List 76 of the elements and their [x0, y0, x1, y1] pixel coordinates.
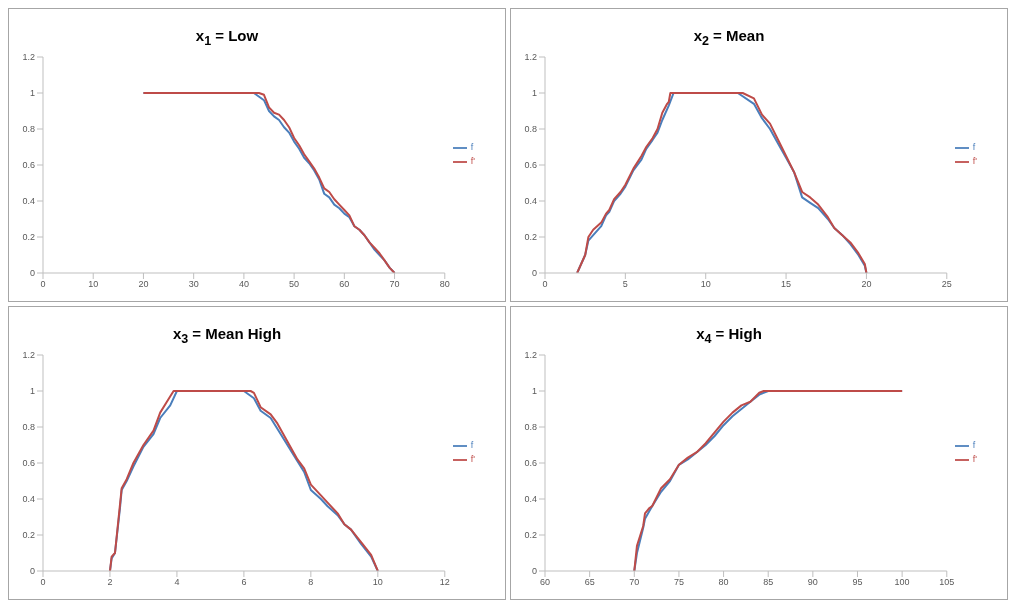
y-tick-label: 1.2	[524, 350, 537, 361]
y-tick-label: 0.2	[524, 232, 537, 243]
x-tick-label: 2	[107, 577, 113, 588]
y-tick-label: 0.4	[22, 494, 35, 505]
x-tick-label: 75	[673, 577, 684, 588]
x-tick-label: 10	[700, 279, 711, 290]
x-tick-label: 65	[584, 577, 595, 588]
y-tick-label: 0.6	[524, 160, 537, 171]
x-tick-label: 0	[40, 577, 46, 588]
x-tick-label: 30	[188, 279, 199, 290]
x-tick-label: 60	[539, 577, 551, 588]
x-tick-label: 6	[241, 577, 247, 588]
x-tick-label: 12	[439, 577, 450, 588]
x-tick-label: 20	[138, 279, 149, 290]
legend-label: f	[470, 440, 474, 451]
chart-title: x$_{3}$ = Mean High	[171, 325, 283, 346]
x-tick-label: 20	[861, 279, 872, 290]
x-tick-label: 85	[763, 577, 774, 588]
legend-label: f	[972, 142, 976, 153]
y-tick-label: 0	[29, 268, 35, 279]
y-tick-label: 1	[29, 88, 35, 99]
x-tick-label: 40	[238, 279, 249, 290]
line-series	[142, 92, 396, 273]
legend-label: f'	[470, 454, 475, 465]
x-tick-label: 0	[40, 279, 46, 290]
legend-label: f'	[470, 156, 475, 167]
x-tick-label: 5	[622, 279, 628, 290]
x-tick-label: 95	[852, 577, 863, 588]
x-tick-label: 25	[941, 279, 952, 290]
y-tick-label: 0.4	[22, 196, 35, 207]
y-tick-label: 0.6	[524, 458, 537, 469]
line-series	[633, 390, 904, 571]
x-tick-label: 50	[289, 279, 300, 290]
x-tick-label: 80	[439, 279, 450, 290]
x-tick-label: 4	[174, 577, 180, 588]
x-tick-label: 10	[88, 279, 99, 290]
chart-title: x$_{4}$ = High	[695, 325, 763, 346]
x-tick-label: 8	[308, 577, 314, 588]
y-tick-label: 1	[531, 88, 537, 99]
line-series	[576, 92, 868, 273]
x-tick-label: 90	[807, 577, 818, 588]
y-tick-label: 0.4	[524, 196, 537, 207]
x-tick-label: 105	[939, 577, 955, 588]
legend-label: f'	[972, 454, 977, 465]
y-tick-label: 0.8	[22, 422, 35, 433]
x-tick-label: 70	[629, 577, 640, 588]
y-tick-label: 0.6	[22, 160, 35, 171]
y-tick-label: 0.8	[22, 124, 35, 135]
y-tick-label: 1	[531, 386, 537, 397]
y-tick-label: 0	[531, 268, 537, 279]
chart-title: x$_{2}$ = Mean	[692, 27, 766, 48]
x-tick-label: 100	[894, 577, 910, 588]
legend-label: f	[972, 440, 976, 451]
y-tick-label: 0.6	[22, 458, 35, 469]
y-tick-label: 0.4	[524, 494, 537, 505]
y-tick-label: 0.8	[524, 422, 537, 433]
x-tick-label: 0	[542, 279, 548, 290]
y-tick-label: 1.2	[22, 52, 35, 63]
y-tick-label: 0.8	[524, 124, 537, 135]
y-tick-label: 1.2	[524, 52, 537, 63]
chart-title: x$_{1}$ = Low	[194, 27, 260, 48]
y-tick-label: 1	[29, 386, 35, 397]
y-tick-label: 0	[29, 566, 35, 577]
line-series	[108, 390, 379, 571]
x-tick-label: 70	[389, 279, 400, 290]
y-tick-label: 0.2	[524, 530, 537, 541]
y-tick-label: 1.2	[22, 350, 35, 361]
x-tick-label: 15	[781, 279, 792, 290]
x-tick-label: 10	[372, 577, 383, 588]
legend-label: f'	[972, 156, 977, 167]
x-tick-label: 80	[718, 577, 729, 588]
y-tick-label: 0.2	[22, 232, 35, 243]
y-tick-label: 0	[531, 566, 537, 577]
legend-label: f	[470, 142, 474, 153]
x-tick-label: 60	[339, 279, 350, 290]
y-tick-label: 0.2	[22, 530, 35, 541]
